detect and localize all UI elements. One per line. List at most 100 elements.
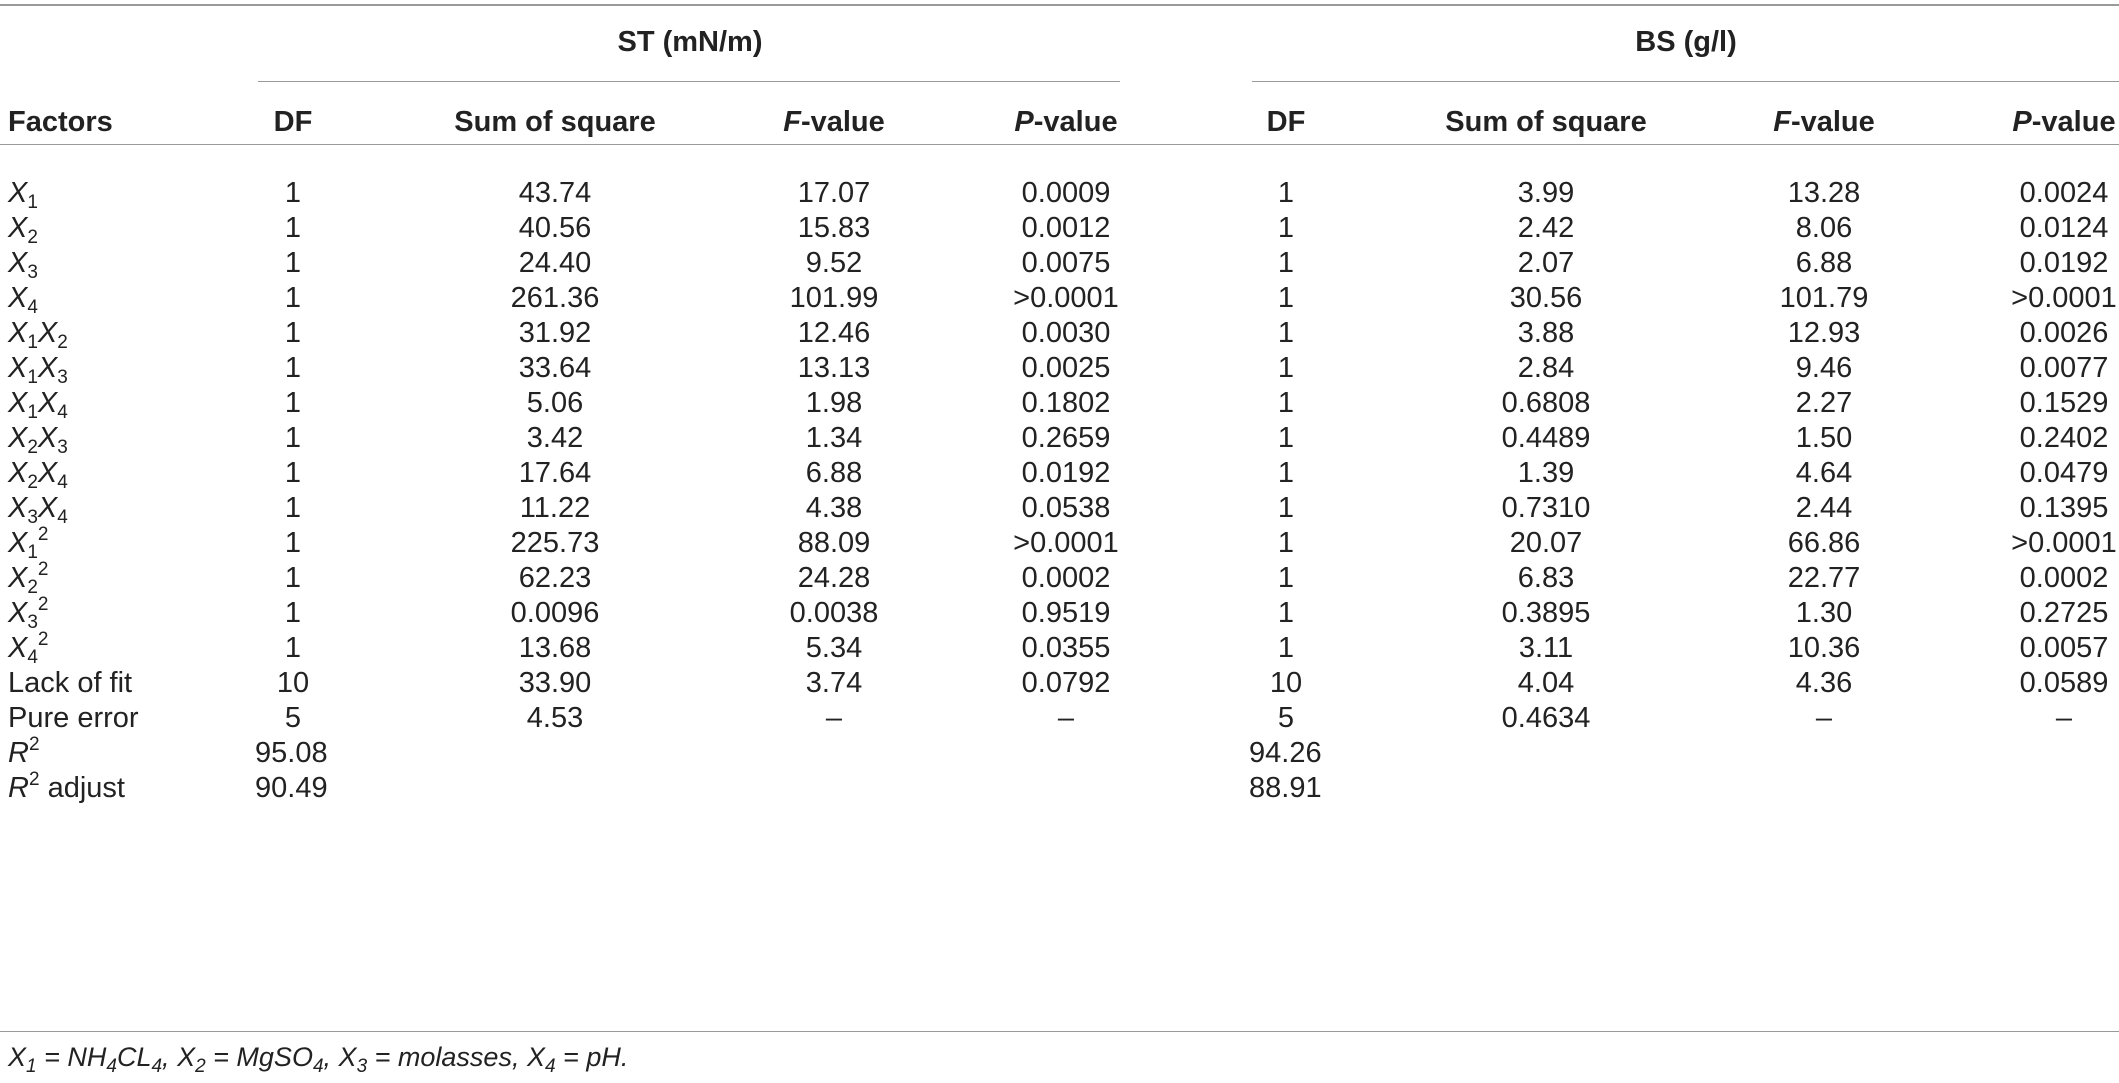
st-f-value-cell: 0.0038 <box>789 597 879 629</box>
st-p-value-cell: 0.0012 <box>1021 212 1111 244</box>
st-df-cell: 1 <box>284 492 302 524</box>
st-sum-of-square-cell: 33.90 <box>518 667 592 699</box>
bs-sum-of-square-cell: 3.11 <box>1518 632 1574 664</box>
bs-sum-of-square-cell: 4.04 <box>1517 667 1575 699</box>
st-f-value-cell: 5.34 <box>805 632 863 664</box>
bs-p-value-cell: – <box>2055 702 2073 734</box>
bs-df-cell: 1 <box>1277 317 1295 349</box>
st-p-value-cell: 0.0075 <box>1021 247 1111 279</box>
bs-df-cell: 5 <box>1277 702 1295 734</box>
factor-cell: X1X2 <box>8 317 68 353</box>
st-sum-of-square-cell: 33.64 <box>518 352 592 384</box>
group-header-bs: BS (g/l) <box>1635 26 1737 58</box>
bs-df-cell: 1 <box>1277 632 1295 664</box>
bs-p-value-cell: 0.2402 <box>2019 422 2109 454</box>
bs-f-value-cell: 66.86 <box>1787 527 1861 559</box>
bs-df-cell: 88.91 <box>1249 772 1322 804</box>
bs-p-value-cell: 0.0026 <box>2019 317 2109 349</box>
bs-df-cell: 1 <box>1277 212 1295 244</box>
bs-f-value-cell: 1.50 <box>1795 422 1853 454</box>
st-f-value-cell: 101.99 <box>789 282 879 314</box>
bottom-rule <box>0 1031 2119 1032</box>
st-f-value-cell: 4.38 <box>805 492 863 524</box>
bs-df-cell: 94.26 <box>1249 737 1322 769</box>
st-df-cell: 5 <box>284 702 302 734</box>
factor-cell: Pure error <box>8 702 139 734</box>
st-df-cell: 1 <box>284 422 302 454</box>
bs-p-value-cell: >0.0001 <box>2011 282 2117 314</box>
st-sum-of-square-cell: 261.36 <box>510 282 600 314</box>
st-f-value-cell: 1.34 <box>805 422 863 454</box>
p-letter: P <box>2012 106 2032 138</box>
bs-sum-of-square-cell: 0.6808 <box>1501 387 1591 419</box>
col-header-st-f: F-value <box>783 106 885 138</box>
st-f-value-cell: 1.98 <box>805 387 863 419</box>
footnote-text: X1 = NH4CL4, X2 = MgSO4, X3 = molasses, … <box>8 1042 629 1077</box>
bs-sum-of-square-cell: 1.39 <box>1517 457 1575 489</box>
st-p-value-cell: 0.0538 <box>1021 492 1111 524</box>
bs-df-cell: 1 <box>1277 422 1295 454</box>
bs-p-value-cell: 0.1395 <box>2019 492 2109 524</box>
st-f-value-cell: – <box>825 702 843 734</box>
factor-cell: X32 <box>8 594 49 633</box>
st-p-value-cell: 0.0030 <box>1021 317 1111 349</box>
st-f-value-cell: 12.46 <box>797 317 871 349</box>
bs-df-cell: 1 <box>1277 597 1295 629</box>
st-sum-of-square-cell: 13.68 <box>518 632 592 664</box>
factor-cell: X3X4 <box>8 492 68 528</box>
col-header-st-df: DF <box>273 106 313 138</box>
st-f-value-cell: 13.13 <box>797 352 871 384</box>
st-sum-of-square-cell: 5.06 <box>526 387 584 419</box>
st-sum-of-square-cell: 225.73 <box>510 527 600 559</box>
st-sum-of-square-cell: 0.0096 <box>510 597 600 629</box>
bs-sum-of-square-cell: 3.99 <box>1517 177 1575 209</box>
st-p-value-cell: 0.9519 <box>1021 597 1111 629</box>
st-sum-of-square-cell: 17.64 <box>518 457 592 489</box>
bs-df-cell: 1 <box>1277 282 1295 314</box>
st-f-value-cell: 9.52 <box>805 247 863 279</box>
bs-f-value-cell: 4.64 <box>1795 457 1853 489</box>
st-df-cell: 1 <box>284 457 302 489</box>
bs-df-cell: 1 <box>1277 387 1295 419</box>
group-header-st: ST (mN/m) <box>617 26 763 58</box>
factor-cell: X42 <box>8 629 49 668</box>
st-p-value-cell: 0.0002 <box>1021 562 1111 594</box>
factor-cell: X3 <box>8 247 38 283</box>
bs-df-cell: 1 <box>1277 527 1295 559</box>
st-sum-of-square-cell: 43.74 <box>518 177 592 209</box>
st-df-cell: 1 <box>284 632 302 664</box>
st-p-value-cell: 0.0025 <box>1021 352 1111 384</box>
bs-p-value-cell: 0.0192 <box>2019 247 2109 279</box>
st-sum-of-square-cell: 24.40 <box>518 247 592 279</box>
bs-f-value-cell: 10.36 <box>1787 632 1861 664</box>
factor-cell: R2 adjust <box>8 769 125 804</box>
bs-f-value-cell: – <box>1815 702 1833 734</box>
bs-f-value-cell: 8.06 <box>1795 212 1853 244</box>
bs-p-value-cell: 0.1529 <box>2019 387 2109 419</box>
st-f-value-cell: 88.09 <box>797 527 871 559</box>
p-letter: P <box>1014 106 1034 138</box>
bs-p-value-cell: 0.0479 <box>2019 457 2109 489</box>
col-header-bs-ss: Sum of square <box>1445 106 1647 138</box>
st-f-value-cell: 24.28 <box>797 562 871 594</box>
bs-p-value-cell: >0.0001 <box>2011 527 2117 559</box>
st-sum-of-square-cell: 4.53 <box>526 702 584 734</box>
bs-sum-of-square-cell: 2.84 <box>1517 352 1575 384</box>
st-p-value-cell: 0.0355 <box>1021 632 1111 664</box>
header-rule <box>0 144 2119 145</box>
bs-f-value-cell: 12.93 <box>1787 317 1861 349</box>
bs-sum-of-square-cell: 30.56 <box>1509 282 1583 314</box>
bs-f-value-cell: 22.77 <box>1787 562 1861 594</box>
col-header-st-p: P-value <box>1014 106 1118 138</box>
bs-sum-of-square-cell: 2.07 <box>1517 247 1575 279</box>
st-p-value-cell: 0.0009 <box>1021 177 1111 209</box>
bs-sum-of-square-cell: 0.4489 <box>1501 422 1591 454</box>
st-p-value-cell: >0.0001 <box>1013 527 1119 559</box>
st-df-cell: 1 <box>284 212 302 244</box>
factor-cell: X12 <box>8 524 49 563</box>
factor-cell: X2X4 <box>8 457 68 493</box>
st-p-value-cell: 0.0792 <box>1021 667 1111 699</box>
factor-cell: X1 <box>8 177 38 213</box>
st-sum-of-square-cell: 11.22 <box>519 492 591 524</box>
st-p-value-cell: – <box>1057 702 1075 734</box>
